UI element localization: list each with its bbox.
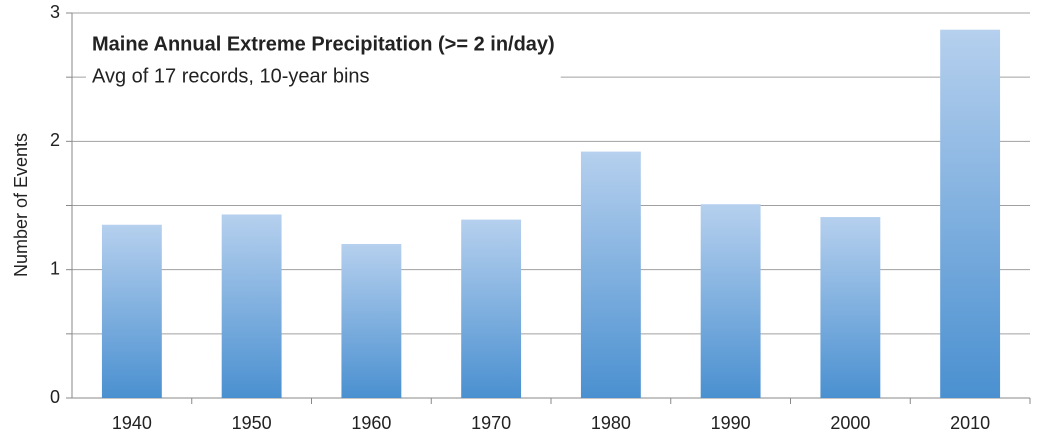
bar [940,29,1001,399]
x-tick-label: 1940 [112,413,152,433]
x-tick-label: 1990 [711,413,751,433]
x-tick-label: 2010 [950,413,990,433]
bar [341,244,402,398]
bar [820,217,881,398]
y-tick-label: 3 [50,2,60,22]
subtitle-box [86,66,380,88]
y-tick-label: 2 [50,130,60,150]
bar [221,214,282,398]
y-axis-label: Number of Events [11,133,31,277]
x-tick-label: 2000 [830,413,870,433]
y-tick-label: 1 [50,258,60,278]
x-tick-label: 1970 [471,413,511,433]
x-tick-label: 1960 [351,413,391,433]
y-tick-label: 0 [50,387,60,407]
x-tick-label: 1950 [232,413,272,433]
bar [700,204,761,398]
bar [580,151,641,398]
bar [101,224,162,398]
chart-title: Maine Annual Extreme Precipitation (>= 2… [92,33,555,55]
x-tick-label: 1980 [591,413,631,433]
bar [461,219,522,398]
chart-subtitle: Avg of 17 records, 10-year bins [92,65,370,87]
